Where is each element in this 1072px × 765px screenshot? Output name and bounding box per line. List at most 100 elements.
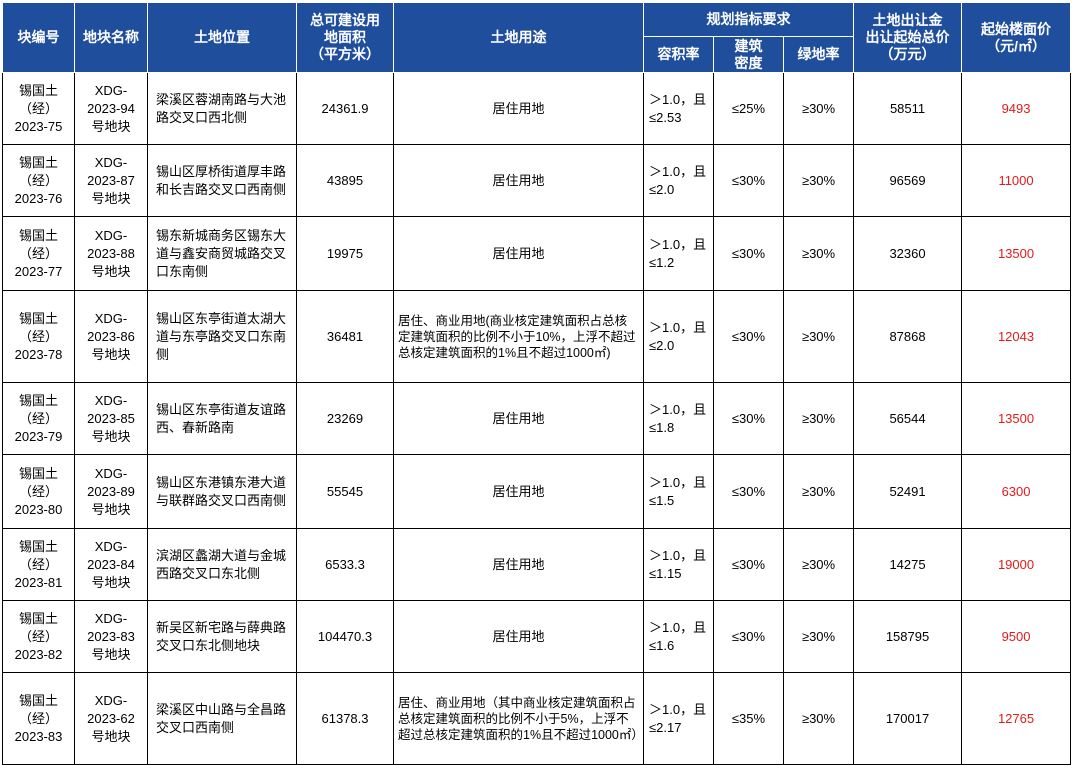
area-cell: 36481 [296,290,394,383]
area-cell: 104470.3 [296,600,394,673]
total-price-cell: 170017 [853,672,963,765]
total-price-cell: 52491 [853,454,963,529]
table-row: 锡国土 （经） 2023-81 XDG- 2023-84 号地块 滨湖区蠡湖大道与金… [2,528,1072,601]
green-cell: ≥30% [782,600,855,673]
green-cell: ≥30% [782,144,855,217]
floor-price-cell: 12043 [961,290,1072,383]
header-green: 绿地率 [782,36,855,73]
green-cell: ≥30% [782,672,855,765]
table-row: 锡国土 （经） 2023-79 XDG- 2023-85 号地块 锡山区东亭街道友谊… [2,382,1072,455]
area-cell: 19975 [296,216,394,291]
green-cell: ≥30% [782,290,855,383]
density-cell: ≤30% [713,528,784,601]
total-price-cell: 32360 [853,216,963,291]
header-far: 容积率 [643,36,714,73]
far-cell: ＞1.0，且 ≤1.15 [643,528,714,601]
header-block-no: 块编号 [2,2,75,73]
area-cell: 55545 [296,454,394,529]
total-price-cell: 58511 [853,72,963,145]
far-cell: ＞1.0，且 ≤2.0 [643,290,714,383]
green-cell: ≥30% [782,454,855,529]
block-no-cell: 锡国土 （经） 2023-76 [2,144,75,217]
green-cell: ≥30% [782,528,855,601]
far-cell: ＞1.0，且 ≤1.8 [643,382,714,455]
location-cell: 梁溪区中山路与全昌路交叉口西南侧 [147,672,297,765]
table-row: 锡国土 （经） 2023-78 XDG- 2023-86 号地块 锡山区东亭街道太湖… [2,290,1072,383]
floor-price-cell: 13500 [961,216,1072,291]
density-cell: ≤30% [713,290,784,383]
use-cell: 居住用地 [393,216,644,291]
table-row: 锡国土 （经） 2023-83 XDG- 2023-62 号地块 梁溪区中山路与全昌… [2,672,1072,765]
plot-name-cell: XDG- 2023-87 号地块 [74,144,148,217]
block-no-cell: 锡国土 （经） 2023-80 [2,454,75,529]
density-cell: ≤30% [713,144,784,217]
floor-price-cell: 11000 [961,144,1072,217]
plot-name-cell: XDG- 2023-94 号地块 [74,72,148,145]
far-cell: ＞1.0，且 ≤2.17 [643,672,714,765]
far-cell: ＞1.0，且 ≤1.5 [643,454,714,529]
area-cell: 43895 [296,144,394,217]
location-cell: 锡山区厚桥街道厚丰路和长吉路交叉口西南侧 [147,144,297,217]
floor-price-cell: 9500 [961,600,1072,673]
header-use: 土地用途 [393,2,644,73]
header-floor-price: 起始楼面价 （元/㎡） [961,2,1072,73]
header-location: 土地位置 [147,2,297,73]
far-cell: ＞1.0，且 ≤2.53 [643,72,714,145]
green-cell: ≥30% [782,216,855,291]
area-cell: 6533.3 [296,528,394,601]
block-no-cell: 锡国土 （经） 2023-77 [2,216,75,291]
block-no-cell: 锡国土 （经） 2023-75 [2,72,75,145]
table-row: 锡国土 （经） 2023-76 XDG- 2023-87 号地块 锡山区厚桥街道厚丰… [2,144,1072,217]
plot-name-cell: XDG- 2023-84 号地块 [74,528,148,601]
area-cell: 61378.3 [296,672,394,765]
density-cell: ≤30% [713,382,784,455]
floor-price-cell: 6300 [961,454,1072,529]
far-cell: ＞1.0，且 ≤2.0 [643,144,714,217]
header-planning: 规划指标要求 [642,2,855,37]
green-cell: ≥30% [782,382,855,455]
plot-name-cell: XDG- 2023-85 号地块 [74,382,148,455]
plot-name-cell: XDG- 2023-83 号地块 [74,600,148,673]
total-price-cell: 96569 [853,144,963,217]
plot-name-cell: XDG- 2023-62 号地块 [74,672,148,765]
location-cell: 滨湖区蠡湖大道与金城西路交叉口东北侧 [147,528,297,601]
location-cell: 锡山区东港镇东港大道与联群路交叉口西南侧 [147,454,297,529]
use-cell: 居住、商业用地（其中商业核定建筑面积占总核定建筑面积的比例不小于5%，上浮不超过… [393,672,644,765]
density-cell: ≤35% [713,672,784,765]
block-no-cell: 锡国土 （经） 2023-78 [2,290,75,383]
density-cell: ≤30% [713,454,784,529]
far-cell: ＞1.0，且 ≤1.6 [643,600,714,673]
header-total-price: 土地出让金 出让起始总价 （万元） [853,2,963,73]
use-cell: 居住、商业用地(商业核定建筑面积占总核定建筑面积的比例不小于10%，上浮不超过总… [393,290,644,383]
total-price-cell: 14275 [853,528,963,601]
table-body: 锡国土 （经） 2023-75 XDG- 2023-94 号地块 梁溪区蓉湖南路与大… [2,72,1072,765]
location-cell: 锡东新城商务区锡东大道与鑫安商贸城路交叉口东南侧 [147,216,297,291]
header-density: 建筑 密度 [713,36,784,73]
block-no-cell: 锡国土 （经） 2023-79 [2,382,75,455]
use-cell: 居住用地 [393,454,644,529]
density-cell: ≤30% [713,600,784,673]
location-cell: 锡山区东亭街道友谊路西、春新路南 [147,382,297,455]
total-price-cell: 56544 [853,382,963,455]
header-area: 总可建设用 地面积 （平方米） [296,2,394,73]
density-cell: ≤25% [713,72,784,145]
use-cell: 居住用地 [393,528,644,601]
floor-price-cell: 13500 [961,382,1072,455]
plot-name-cell: XDG- 2023-88 号地块 [74,216,148,291]
total-price-cell: 158795 [853,600,963,673]
table-row: 锡国土 （经） 2023-82 XDG- 2023-83 号地块 新吴区新宅路与薛典… [2,600,1072,673]
floor-price-cell: 9493 [961,72,1072,145]
table-row: 锡国土 （经） 2023-77 XDG- 2023-88 号地块 锡东新城商务区锡东… [2,216,1072,291]
area-cell: 23269 [296,382,394,455]
location-cell: 梁溪区蓉湖南路与大池路交叉口西北侧 [147,72,297,145]
use-cell: 居住用地 [393,72,644,145]
total-price-cell: 87868 [853,290,963,383]
density-cell: ≤30% [713,216,784,291]
table-row: 锡国土 （经） 2023-80 XDG- 2023-89 号地块 锡山区东港镇东港大… [2,454,1072,529]
block-no-cell: 锡国土 （经） 2023-83 [2,672,75,765]
location-cell: 新吴区新宅路与薛典路交叉口东北侧地块 [147,600,297,673]
use-cell: 居住用地 [393,144,644,217]
header-plot-name: 地块名称 [74,2,148,73]
plot-name-cell: XDG- 2023-86 号地块 [74,290,148,383]
